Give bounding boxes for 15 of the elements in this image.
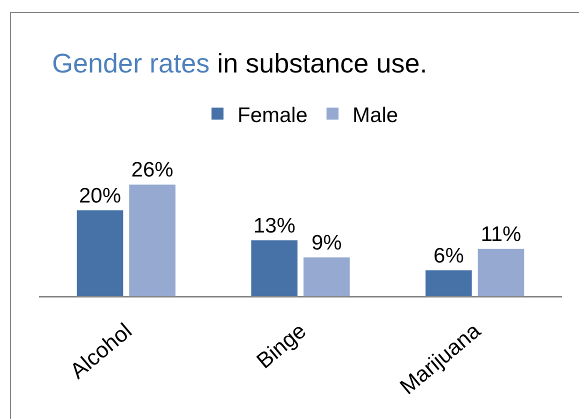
bar <box>129 184 176 296</box>
data-label: 20% <box>79 184 122 208</box>
bar <box>304 257 350 296</box>
data-label: 9% <box>311 231 342 254</box>
data-label: 11% <box>480 222 522 246</box>
data-label: 13% <box>253 214 296 238</box>
data-label: 6% <box>434 244 464 268</box>
bar <box>251 240 298 296</box>
bar <box>76 210 124 296</box>
bar <box>426 270 472 296</box>
chart-title: Gender rates in substance use. <box>52 48 428 78</box>
legend-label: Male <box>352 104 398 127</box>
bar <box>478 248 524 296</box>
data-label: 26% <box>131 158 174 182</box>
legend-label: Female <box>238 104 308 127</box>
